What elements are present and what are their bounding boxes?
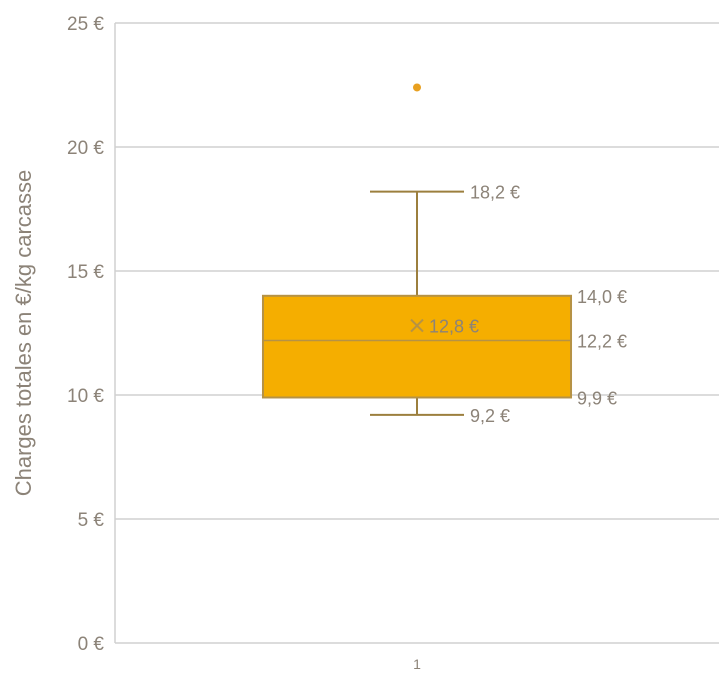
max-label: 18,2 € xyxy=(470,183,520,203)
interquartile-box xyxy=(261,294,573,399)
y-tick-label: 25 € xyxy=(67,14,104,35)
q3-label: 14,0 € xyxy=(577,287,627,307)
y-axis-ticks: 0 € 5 € 10 € 15 € 20 € 25 € xyxy=(67,14,104,655)
y-tick-label: 5 € xyxy=(78,510,105,531)
y-tick-label: 15 € xyxy=(67,262,104,283)
min-label: 9,2 € xyxy=(470,406,510,426)
q1-label: 9,9 € xyxy=(577,388,617,408)
y-axis-title: Charges totales en €/kg carcasse xyxy=(11,170,36,497)
axes: 1 xyxy=(114,23,421,672)
mean-marker xyxy=(410,318,424,333)
box-plot-marks xyxy=(261,83,573,416)
y-tick-label: 20 € xyxy=(67,138,104,159)
median-label: 12,2 € xyxy=(577,331,627,351)
y-tick-label: 0 € xyxy=(78,634,105,655)
x-category-label: 1 xyxy=(413,656,421,672)
y-tick-label: 10 € xyxy=(67,386,104,407)
outlier-point xyxy=(413,83,421,92)
mean-marker-stroke xyxy=(410,318,424,333)
data-labels: 18,2 € 14,0 € 12,8 € 12,2 € 9,9 € 9,2 € xyxy=(429,183,627,426)
mean-label: 12,8 € xyxy=(429,317,479,337)
